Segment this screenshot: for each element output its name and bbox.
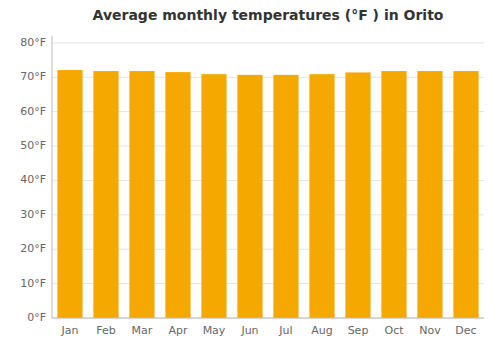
bar [165, 72, 190, 318]
x-tick-label: Dec [455, 324, 476, 337]
y-tick-label: 30°F [20, 208, 46, 221]
x-tick-label: Apr [168, 324, 188, 337]
y-tick-label: 20°F [20, 242, 46, 255]
bar [381, 71, 406, 318]
y-tick-label: 80°F [20, 36, 46, 49]
x-axis: Jan Feb Mar Apr May Jun Jul Aug Sep Oct Nov Dec [52, 318, 484, 337]
bar [309, 74, 334, 318]
bar [201, 74, 226, 318]
y-tick-label: 60°F [20, 105, 46, 118]
title: Average monthly temperatures (°F ) in Or… [93, 7, 444, 23]
bar [273, 75, 298, 318]
x-tick-label: May [203, 324, 226, 337]
x-axis-line [52, 318, 484, 319]
y-axis: 0°F 10°F 20°F 30°F 40°F 50°F 60°F 70°F 80°F [20, 36, 484, 324]
x-tick-label: Aug [311, 324, 332, 337]
y-tick-label: 50°F [20, 139, 46, 152]
y-axis-line [52, 36, 53, 318]
chart: 0°F 10°F 20°F 30°F 40°F 50°F 60°F 70°F 80°F Jan Fe… [0, 0, 500, 350]
x-tick-label: Jun [240, 324, 258, 337]
bar [237, 75, 262, 318]
bar [453, 71, 478, 318]
bar [417, 71, 442, 318]
x-tick-label: Sep [348, 324, 369, 337]
bars [57, 70, 478, 318]
x-tick-label: Jan [61, 324, 79, 337]
y-tick-label: 10°F [20, 277, 46, 290]
x-tick-label: Mar [132, 324, 153, 337]
y-tick-label: 0°F [27, 311, 46, 324]
x-tick-label: Jul [278, 324, 292, 337]
y-tick-label: 70°F [20, 70, 46, 83]
y-tick-label: 40°F [20, 173, 46, 186]
bar [345, 72, 370, 318]
bar [129, 71, 154, 318]
bar [93, 71, 118, 318]
x-tick-label: Oct [384, 324, 404, 337]
chart-container: 0°F 10°F 20°F 30°F 40°F 50°F 60°F 70°F 80°F Jan Fe… [0, 0, 500, 350]
grid-line [52, 42, 484, 43]
x-tick-label: Nov [419, 324, 441, 337]
grid-line [52, 318, 484, 319]
x-tick-label: Feb [96, 324, 115, 337]
bar [57, 70, 82, 318]
